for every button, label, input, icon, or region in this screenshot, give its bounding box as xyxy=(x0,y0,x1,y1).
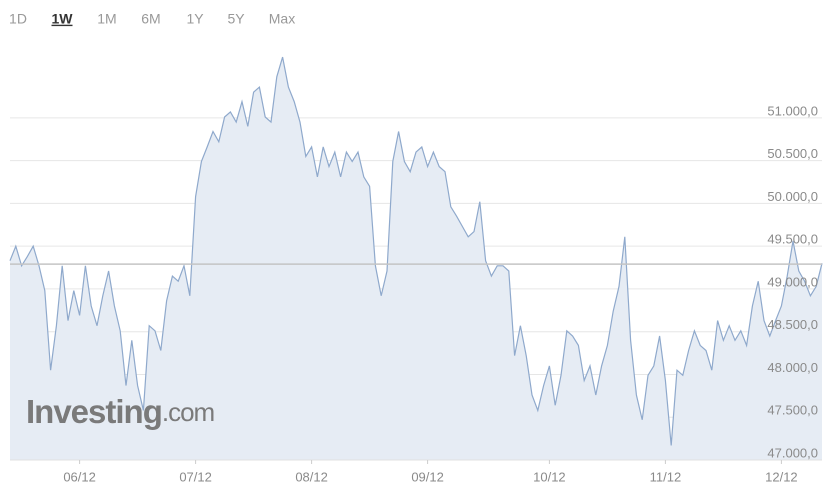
y-tick-label: 50.000,0 xyxy=(767,189,818,204)
y-tick-label: 47.000,0 xyxy=(767,445,818,460)
range-button[interactable]: Max xyxy=(269,11,295,27)
x-tick-label: 12/12 xyxy=(765,469,798,484)
y-tick-label: 48.500,0 xyxy=(767,317,818,332)
x-tick-label: 11/12 xyxy=(650,469,682,484)
range-button[interactable]: 1M xyxy=(97,11,116,27)
range-button[interactable]: 1Y xyxy=(186,11,204,27)
x-tick-label: 10/12 xyxy=(533,469,566,484)
y-tick-label: 49.000,0 xyxy=(767,274,818,289)
range-button[interactable]: 1W xyxy=(52,11,74,27)
logo: Investing.com xyxy=(26,393,214,430)
y-tick-label: 50.500,0 xyxy=(767,146,818,161)
x-tick-label: 09/12 xyxy=(411,469,444,484)
y-tick-label: 51.000,0 xyxy=(767,103,818,118)
area xyxy=(10,57,822,460)
y-tick-label: 48.000,0 xyxy=(767,360,818,375)
logo-name: Investing xyxy=(26,393,162,430)
x-tick-label: 06/12 xyxy=(63,469,96,484)
y-tick-label: 49.500,0 xyxy=(767,232,818,247)
range-button[interactable]: 5Y xyxy=(227,11,245,27)
x-tick-label: 08/12 xyxy=(295,469,328,484)
price-line xyxy=(9,56,823,446)
range-button[interactable]: 6M xyxy=(141,11,160,27)
y-tick-label: 47.500,0 xyxy=(767,403,818,418)
range-button[interactable]: 1D xyxy=(9,11,27,27)
x-tick-label: 07/12 xyxy=(179,469,212,484)
logo-suffix: .com xyxy=(162,397,214,427)
